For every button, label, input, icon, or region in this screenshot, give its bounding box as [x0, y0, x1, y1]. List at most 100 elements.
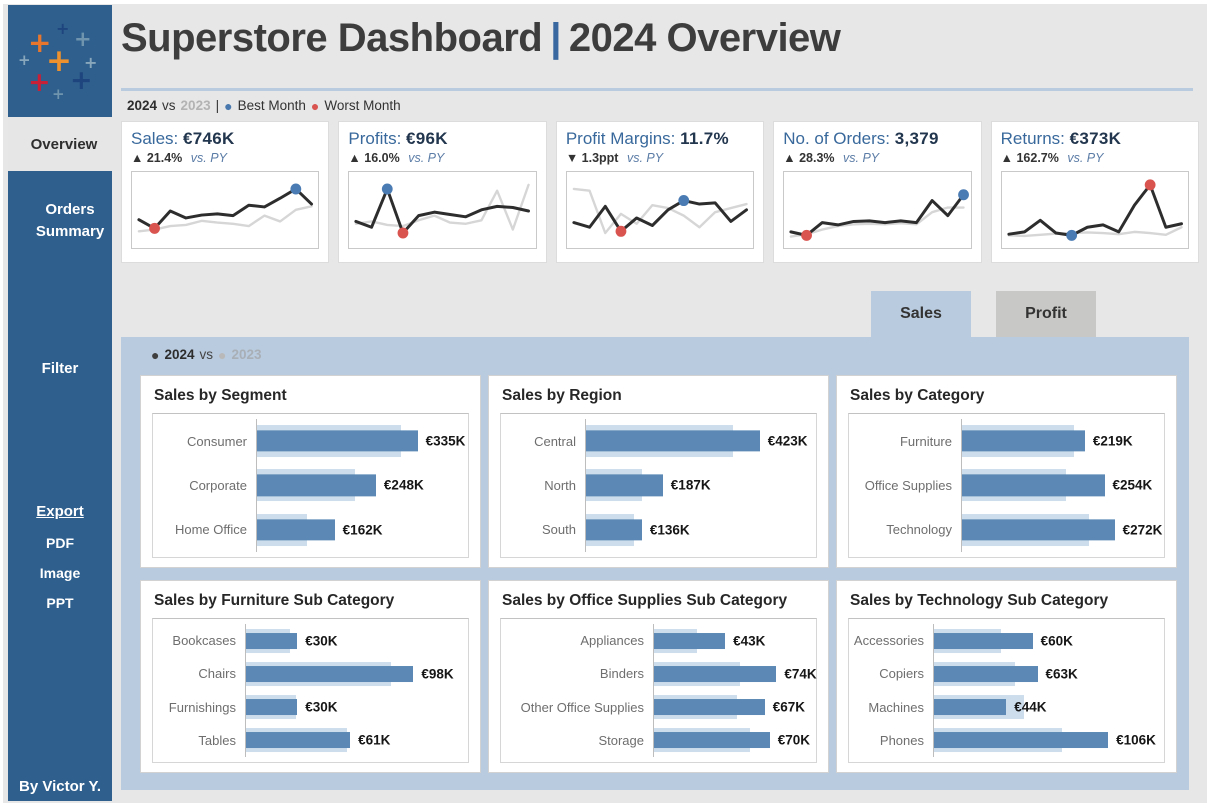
kpi-label: Sales:	[131, 129, 179, 148]
panel-legend-vs: vs	[199, 347, 214, 362]
chart-row: South €136K	[501, 507, 816, 552]
bar-2024[interactable]	[962, 519, 1115, 541]
logo-plus-icon	[28, 69, 51, 96]
best-month-dot	[1065, 229, 1077, 241]
bar-value-label: €248K	[383, 477, 424, 493]
chart-title: Sales by Region	[502, 387, 622, 404]
panel-legend: ● 2024 vs ● 2023	[151, 347, 262, 362]
bar-value-label: €335K	[425, 433, 466, 449]
chart-row: Binders €74K	[501, 657, 817, 691]
bar-track: €272K	[961, 507, 1164, 552]
header-legend: 2024 vs 2023 | ● Best Month ● Worst Mont…	[127, 98, 401, 113]
bar-2024[interactable]	[586, 430, 760, 452]
bar-value-label: €219K	[1092, 433, 1133, 449]
kpi-card[interactable]: Sales: €746K ▲ 21.4% vs. PY	[121, 121, 330, 263]
kpi-sparkline	[131, 171, 320, 249]
export-button[interactable]: Export	[36, 503, 84, 520]
bar-2024[interactable]	[257, 474, 376, 497]
bar-2024[interactable]	[654, 732, 770, 749]
bar-2024[interactable]	[246, 665, 414, 682]
category-label: Consumer	[187, 433, 247, 449]
bar-2024[interactable]	[934, 665, 1038, 682]
chart-row: Consumer €335K	[153, 419, 468, 464]
sidebar-item-overview[interactable]: Overview	[8, 117, 120, 171]
bar-2024[interactable]	[257, 430, 418, 452]
category-label: Tables	[198, 732, 236, 748]
export-pdf-button[interactable]: PDF	[46, 535, 74, 551]
kpi-card[interactable]: Profit Margins: 11.7% ▼ 1.3ppt vs. PY	[555, 121, 765, 263]
chart-row: Other Office Supplies €67K	[501, 690, 816, 724]
chart-row: Home Office €162K	[153, 507, 468, 552]
sidebar-item-orders-summary[interactable]: Orders Summary	[35, 200, 105, 241]
export-image-button[interactable]: Image	[39, 565, 81, 581]
kpi-card[interactable]: Profits: €96K ▲ 16.0% vs. PY	[338, 121, 547, 263]
export-ppt-button[interactable]: PPT	[46, 595, 74, 611]
tab-sales[interactable]: Sales	[871, 291, 971, 337]
bar-track: €63K	[933, 657, 1164, 691]
bar-track: €67K	[653, 690, 816, 724]
category-label: Furniture	[899, 433, 952, 449]
category-label: North	[544, 477, 576, 493]
bar-2024[interactable]	[934, 632, 1033, 649]
kpi-value: €746K	[182, 129, 235, 148]
bar-2024[interactable]	[934, 732, 1109, 749]
bar-2024[interactable]	[246, 632, 298, 649]
kpi-label: Profits:	[348, 129, 402, 148]
legend-worst-label: Worst Month	[324, 98, 401, 113]
bar-value-label: €70K	[777, 732, 810, 748]
best-month-dot-icon: ●	[224, 97, 233, 114]
legend-year-current: 2024	[127, 98, 158, 113]
bar-2024[interactable]	[962, 474, 1105, 497]
kpi-delta-suffix: vs. PY	[1067, 151, 1104, 165]
bar-2024[interactable]	[586, 474, 663, 497]
kpi-headline: Profits: €96K	[348, 129, 536, 149]
bar-2024[interactable]	[257, 519, 335, 541]
bar-track: €60K	[933, 624, 1164, 658]
bar-value-label: €67K	[772, 699, 806, 715]
kpi-delta: ▼ 1.3ppt	[565, 151, 619, 165]
best-month-dot	[958, 189, 970, 201]
kpi-headline: Profit Margins: 11.7%	[566, 129, 754, 149]
kpi-card[interactable]: Returns: €373K ▲ 162.7% vs. PY	[990, 121, 1200, 263]
kpi-sparkline	[565, 171, 755, 249]
bar-2024[interactable]	[246, 699, 298, 716]
bar-2024[interactable]	[586, 519, 642, 541]
bar-2024[interactable]	[654, 699, 765, 716]
chart-title: Sales by Category	[850, 387, 985, 404]
category-label: Other Office Supplies	[520, 699, 644, 715]
kpi-card[interactable]: No. of Orders: 3,379 ▲ 28.3% vs. PY	[773, 121, 982, 263]
chart-card: Sales by Segment Consumer €335K Corporate €…	[140, 375, 481, 568]
kpi-delta-line: ▼ 1.3ppt vs. PY	[566, 151, 754, 165]
bar-track: €106K	[933, 723, 1164, 757]
chart-plot: Consumer €335K Corporate €248K Home Office €1…	[152, 413, 469, 558]
kpi-label: Profit Margins:	[565, 129, 676, 148]
bar-value-label: €60K	[1040, 633, 1073, 649]
kpi-delta-suffix: vs. PY	[626, 151, 664, 165]
title-separator: |	[550, 16, 561, 60]
kpi-delta-line: ▲ 21.4% vs. PY	[131, 151, 319, 165]
bar-track: €74K	[653, 657, 817, 691]
category-label: Accessories	[853, 633, 924, 649]
category-label: Storage	[598, 732, 644, 748]
author-byline: By Victor Y.	[19, 778, 101, 795]
legend-separator: |	[215, 98, 220, 113]
tableau-logo-icon	[8, 5, 112, 111]
bar-value-label: €423K	[767, 433, 808, 449]
bar-2024[interactable]	[654, 665, 777, 682]
main-area: Superstore Dashboard | 2024 Overview 2024 …	[121, 4, 1205, 803]
bar-value-label: €254K	[1112, 477, 1153, 493]
bar-2024[interactable]	[246, 732, 351, 749]
tab-profit[interactable]: Profit	[996, 291, 1096, 337]
category-label: Binders	[599, 666, 644, 682]
sidebar-item-filter[interactable]: Filter	[41, 359, 79, 377]
chart-plot: Accessories €60K Copiers €63K Machines €44K Ph…	[848, 618, 1165, 763]
category-label: Appliances	[580, 633, 644, 649]
kpi-headline: No. of Orders: 3,379	[783, 129, 971, 149]
bar-track: €70K	[653, 723, 816, 757]
chart-row: Furniture €219K	[849, 419, 1164, 464]
bar-2024[interactable]	[654, 632, 726, 649]
chart-row: Copiers €63K	[849, 657, 1164, 691]
charts-panel: ● 2024 vs ● 2023 Sales by Segment Consum…	[121, 337, 1189, 790]
bar-2024[interactable]	[962, 430, 1085, 452]
bar-2024[interactable]	[934, 699, 1007, 716]
